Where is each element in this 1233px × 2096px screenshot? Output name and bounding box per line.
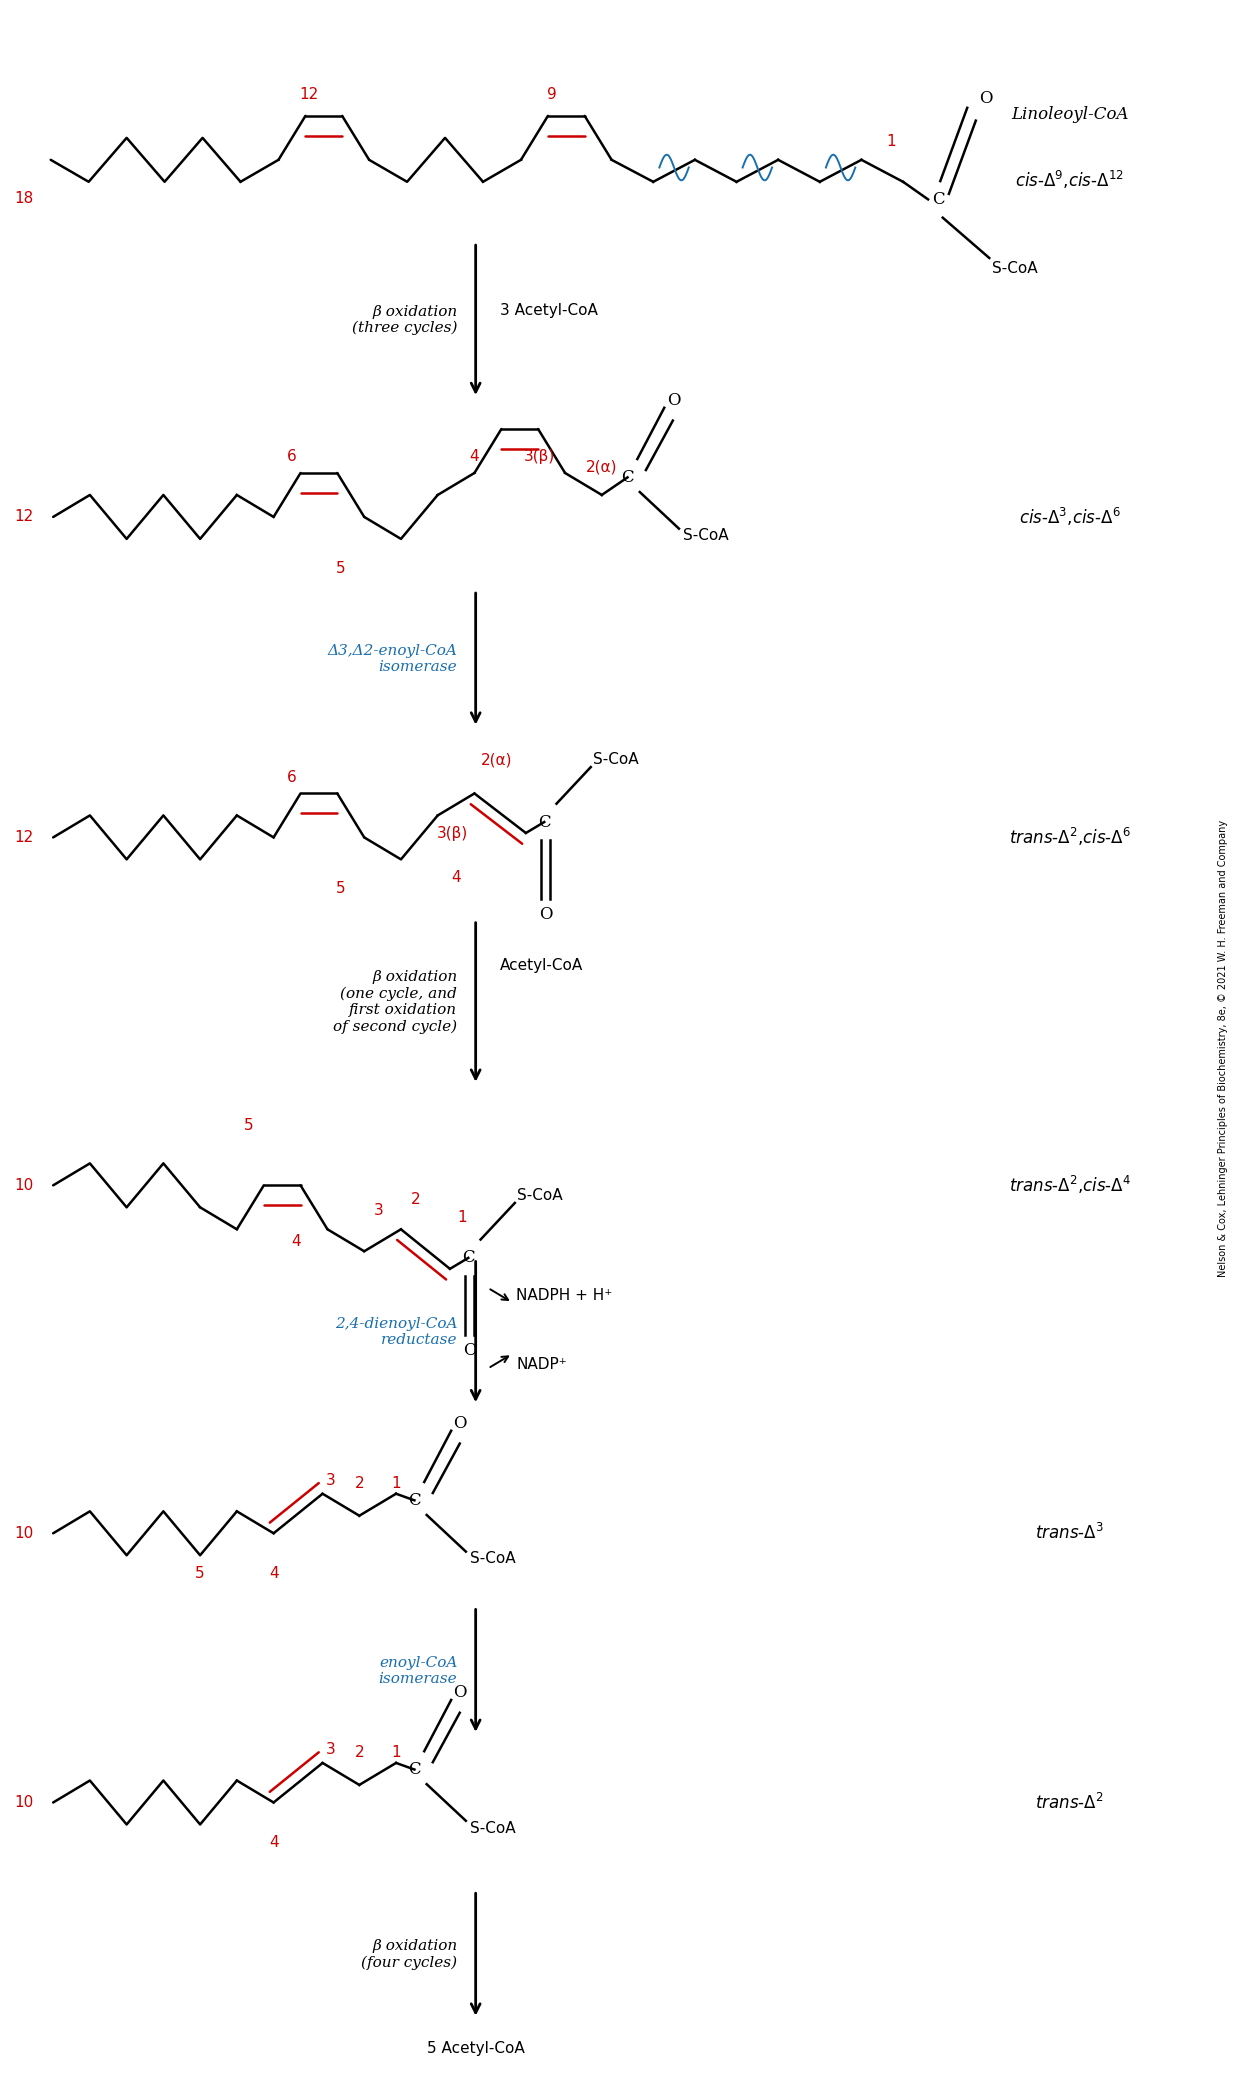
Text: 10: 10 <box>14 1526 33 1541</box>
Text: NADP⁺: NADP⁺ <box>517 1358 567 1373</box>
Text: S-CoA: S-CoA <box>470 1551 515 1566</box>
Text: 12: 12 <box>14 509 33 524</box>
Text: 6: 6 <box>287 769 297 784</box>
Text: NADPH + H⁺: NADPH + H⁺ <box>517 1287 613 1304</box>
Text: 4: 4 <box>269 1566 279 1580</box>
Text: Acetyl-CoA: Acetyl-CoA <box>501 958 583 973</box>
Text: 1: 1 <box>391 1746 401 1761</box>
Text: O: O <box>667 392 681 409</box>
Text: O: O <box>454 1683 467 1702</box>
Text: C: C <box>408 1492 420 1509</box>
Text: 3: 3 <box>327 1742 337 1756</box>
Text: $\it{trans}$-$\Delta^2$: $\it{trans}$-$\Delta^2$ <box>1036 1792 1104 1813</box>
Text: S-CoA: S-CoA <box>683 528 729 543</box>
Text: 2(α): 2(α) <box>586 459 618 476</box>
Text: C: C <box>462 1249 475 1266</box>
Text: 10: 10 <box>14 1794 33 1811</box>
Text: 4: 4 <box>269 1836 279 1851</box>
Text: 5: 5 <box>337 880 345 897</box>
Text: Nelson & Cox, Lehninger Principles of Biochemistry, 8e, © 2021 W. H. Freeman and: Nelson & Cox, Lehninger Principles of Bi… <box>1218 820 1228 1276</box>
Text: 10: 10 <box>14 1178 33 1193</box>
Text: $\it{trans}$-$\Delta^2$,$\it{cis}$-$\Delta^6$: $\it{trans}$-$\Delta^2$,$\it{cis}$-$\Del… <box>1009 826 1131 849</box>
Text: 4: 4 <box>291 1235 301 1249</box>
Text: 1: 1 <box>887 134 895 149</box>
Text: $\it{cis}$-$\Delta^9$,$\it{cis}$-$\Delta^{12}$: $\it{cis}$-$\Delta^9$,$\it{cis}$-$\Delta… <box>1015 170 1124 191</box>
Text: 3(β): 3(β) <box>436 826 469 840</box>
Text: O: O <box>462 1341 476 1358</box>
Text: 3 Acetyl-CoA: 3 Acetyl-CoA <box>501 304 598 319</box>
Text: O: O <box>979 90 993 107</box>
Text: 2: 2 <box>355 1476 364 1490</box>
Text: 18: 18 <box>14 191 33 205</box>
Text: 6: 6 <box>287 449 297 463</box>
Text: 12: 12 <box>14 830 33 845</box>
Text: $\it{trans}$-$\Delta^2$,$\it{cis}$-$\Delta^4$: $\it{trans}$-$\Delta^2$,$\it{cis}$-$\Del… <box>1009 1174 1131 1197</box>
Text: S-CoA: S-CoA <box>518 1188 563 1203</box>
Text: C: C <box>408 1761 420 1777</box>
Text: C: C <box>932 191 944 208</box>
Text: 9: 9 <box>546 88 556 103</box>
Text: O: O <box>539 905 552 922</box>
Text: β oxidation
(one cycle, and
first oxidation
of second cycle): β oxidation (one cycle, and first oxidat… <box>333 970 457 1033</box>
Text: 3(β): 3(β) <box>524 449 555 463</box>
Text: $\it{trans}$-$\Delta^3$: $\it{trans}$-$\Delta^3$ <box>1036 1524 1104 1543</box>
Text: S-CoA: S-CoA <box>470 1821 515 1836</box>
Text: 5: 5 <box>195 1566 205 1580</box>
Text: 3: 3 <box>374 1203 383 1218</box>
Text: 2(α): 2(α) <box>481 752 512 767</box>
Text: 5 Acetyl-CoA: 5 Acetyl-CoA <box>427 2042 524 2056</box>
Text: 2: 2 <box>355 1746 364 1761</box>
Text: 4: 4 <box>470 449 480 463</box>
Text: β oxidation
(four cycles): β oxidation (four cycles) <box>361 1939 457 1970</box>
Text: 2,4-dienoyl-CoA
reductase: 2,4-dienoyl-CoA reductase <box>335 1316 457 1348</box>
Text: 1: 1 <box>457 1209 467 1224</box>
Text: β oxidation
(three cycles): β oxidation (three cycles) <box>351 304 457 335</box>
Text: C: C <box>538 813 551 830</box>
Text: 3: 3 <box>327 1473 337 1488</box>
Text: Linoleoyl-CoA: Linoleoyl-CoA <box>1011 107 1128 124</box>
Text: S-CoA: S-CoA <box>991 262 1037 277</box>
Text: 5: 5 <box>337 562 345 576</box>
Text: enoyl-CoA
isomerase: enoyl-CoA isomerase <box>379 1656 457 1685</box>
Text: 4: 4 <box>451 870 461 885</box>
Text: $\it{cis}$-$\Delta^3$,$\it{cis}$-$\Delta^6$: $\it{cis}$-$\Delta^3$,$\it{cis}$-$\Delta… <box>1018 505 1121 528</box>
Text: 5: 5 <box>244 1117 254 1132</box>
Text: C: C <box>621 470 634 486</box>
Text: Δ3,Δ2-enoyl-CoA
isomerase: Δ3,Δ2-enoyl-CoA isomerase <box>328 643 457 675</box>
Text: 2: 2 <box>411 1193 420 1207</box>
Text: 1: 1 <box>391 1476 401 1490</box>
Text: S-CoA: S-CoA <box>593 752 639 767</box>
Text: 12: 12 <box>300 88 319 103</box>
Text: O: O <box>454 1415 467 1432</box>
